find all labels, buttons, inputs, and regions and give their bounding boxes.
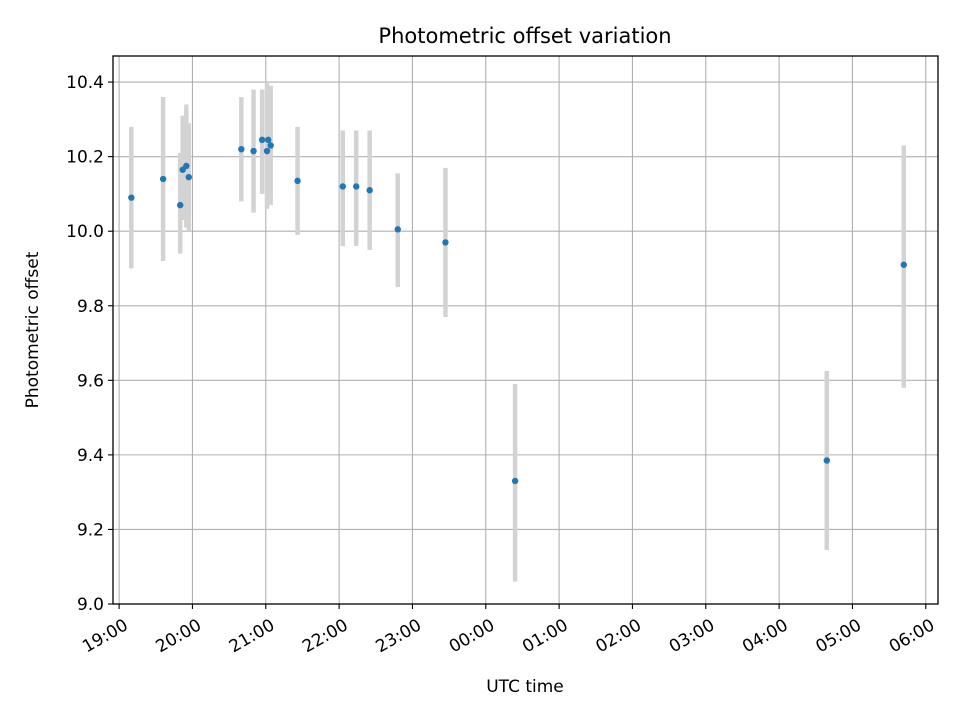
data-point [177,201,184,209]
data-point [366,187,373,194]
y-axis-title: Photometric offset [23,251,43,408]
y-tick-label: 9.6 [77,371,104,391]
data-point [394,226,401,233]
y-tick-label: 9.4 [77,446,104,466]
data-point [159,175,167,183]
data-point [823,457,830,464]
data-point [511,477,519,485]
data-point [250,147,257,155]
data-point [128,194,135,201]
data-point [265,136,272,144]
data-point [267,142,274,149]
data-point [263,147,271,155]
data-point [294,177,301,185]
y-axis: 9.0 9.2 9.4 9.6 9.8 10.0 10.2 10.4 [66,73,113,615]
y-tick-label: 10.4 [66,73,104,93]
data-points [128,136,907,485]
y-tick-label: 9.0 [77,595,104,615]
data-point [900,261,907,268]
plot-frame [112,55,939,605]
data-point [442,239,449,246]
y-tick-label: 10.0 [66,222,104,242]
chart-title: Photometric offset variation [378,24,671,48]
data-point [185,173,192,181]
data-point [353,183,360,190]
y-tick-label: 10.2 [66,148,104,168]
data-point [183,162,190,170]
data-point [258,136,266,144]
y-tick-label: 9.2 [77,520,104,540]
data-point [339,183,346,190]
x-axis-title: UTC time [486,677,564,697]
y-tick-label: 9.8 [77,297,104,317]
data-point [238,145,245,153]
